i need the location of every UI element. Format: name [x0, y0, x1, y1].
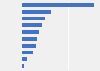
Bar	[22, 58, 27, 61]
Bar	[22, 51, 33, 54]
Bar	[22, 37, 37, 41]
Bar	[22, 44, 36, 48]
Bar	[22, 23, 42, 27]
Bar	[22, 30, 39, 34]
Bar	[22, 10, 51, 13]
Bar	[22, 3, 94, 7]
Bar	[22, 64, 24, 68]
Bar	[22, 17, 45, 20]
